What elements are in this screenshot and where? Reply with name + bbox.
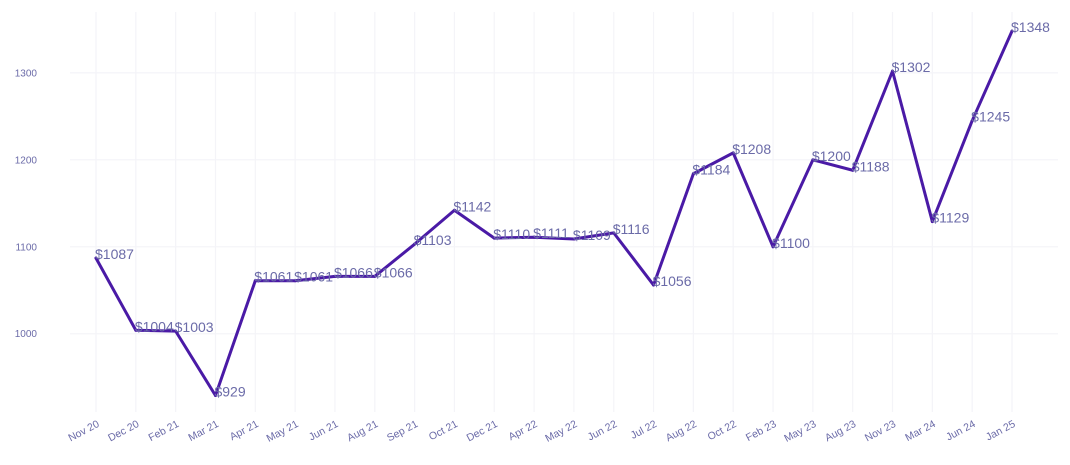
- x-axis: Nov 20 Dec 20 Feb 21 Mar 21 Apr 21 May 21 Jun …: [66, 418, 1017, 445]
- data-point: [691, 172, 695, 176]
- data-label: $1208: [732, 141, 771, 157]
- data-label: $1061: [294, 269, 333, 285]
- data-point: [851, 168, 855, 172]
- x-tick-label: Mar 21: [186, 418, 221, 444]
- x-tick-label: Oct 21: [427, 418, 460, 443]
- data-label: $1004: [135, 318, 174, 334]
- data-point: [492, 236, 496, 240]
- x-tick-label: Aug 23: [823, 418, 858, 444]
- data-label: $1142: [453, 198, 491, 214]
- x-tick-label: Feb 23: [744, 418, 779, 444]
- data-label: $1111: [533, 225, 569, 241]
- x-tick-label: Nov 20: [66, 418, 101, 444]
- y-tick-label: 1200: [15, 155, 38, 166]
- x-tick-label: Jan 25: [984, 418, 1018, 443]
- x-tick-label: Jun 22: [586, 418, 620, 443]
- x-tick-label: Jul 22: [629, 418, 660, 442]
- data-point: [373, 274, 377, 278]
- data-label: $1188: [852, 158, 890, 174]
- x-tick-label: Apr 22: [507, 418, 540, 443]
- data-point: [970, 119, 974, 123]
- x-tick-label: Mar 24: [903, 418, 938, 444]
- y-tick-label: 1000: [15, 329, 38, 340]
- data-label: $1200: [812, 148, 851, 164]
- data-label: $1003: [175, 319, 214, 335]
- x-tick-label: Feb 21: [147, 418, 182, 444]
- data-label: $1066: [374, 264, 413, 280]
- series: [94, 29, 1014, 397]
- data-point: [652, 283, 656, 287]
- x-tick-label: Aug 22: [664, 418, 699, 444]
- x-tick-label: May 23: [782, 418, 818, 445]
- data-point: [293, 279, 297, 283]
- x-tick-label: Oct 22: [706, 418, 739, 443]
- data-label: $1245: [971, 109, 1010, 125]
- data-label: $929: [214, 383, 245, 399]
- data-point: [213, 393, 217, 397]
- data-label: $1103: [414, 232, 452, 248]
- x-tick-label: Nov 23: [863, 418, 898, 444]
- y-tick-label: 1300: [15, 68, 38, 79]
- x-tick-label: Dec 21: [465, 418, 500, 444]
- data-point: [572, 237, 576, 241]
- y-axis: 1000 1100 1200 1300: [15, 68, 38, 340]
- data-point: [452, 208, 456, 212]
- data-label: $1348: [1011, 19, 1050, 35]
- x-tick-label: Aug 21: [345, 418, 380, 444]
- data-point: [94, 256, 98, 260]
- data-point: [891, 69, 895, 73]
- data-label: $1061: [254, 269, 293, 285]
- data-point: [1010, 29, 1014, 33]
- x-tick-label: Apr 21: [228, 418, 261, 443]
- x-tick-label: May 22: [543, 418, 579, 445]
- data-point: [253, 279, 257, 283]
- data-point: [930, 220, 934, 224]
- data-label: $1116: [613, 221, 650, 237]
- data-point: [532, 235, 536, 239]
- y-tick-label: 1100: [15, 242, 37, 253]
- data-label: $1056: [653, 273, 692, 289]
- data-point: [134, 328, 138, 332]
- data-label: $1110: [493, 226, 530, 242]
- data-label: $1109: [573, 227, 611, 243]
- data-point: [771, 245, 775, 249]
- data-point: [413, 242, 417, 246]
- data-label: $1302: [892, 59, 931, 75]
- data-point: [811, 158, 815, 162]
- x-tick-label: Sep 21: [385, 418, 420, 444]
- data-labels: $1087$1004 $1003$929$1061 $1061 $1066 $1066$…: [95, 19, 1050, 399]
- data-label: $1129: [931, 210, 969, 226]
- data-label: $1066: [334, 264, 373, 280]
- data-label: $1087: [95, 246, 134, 262]
- data-point: [731, 151, 735, 155]
- data-point: [612, 231, 616, 235]
- grid: [70, 12, 1058, 412]
- x-tick-label: Dec 20: [106, 418, 141, 444]
- data-label: $1184: [692, 162, 730, 178]
- x-tick-label: Jun 24: [944, 418, 978, 443]
- series-line-price: [94, 29, 1014, 397]
- x-tick-label: Jun 21: [307, 418, 341, 443]
- data-point: [333, 274, 337, 278]
- data-point: [174, 329, 178, 333]
- x-tick-label: May 21: [264, 418, 300, 445]
- data-label: $1100: [772, 235, 810, 251]
